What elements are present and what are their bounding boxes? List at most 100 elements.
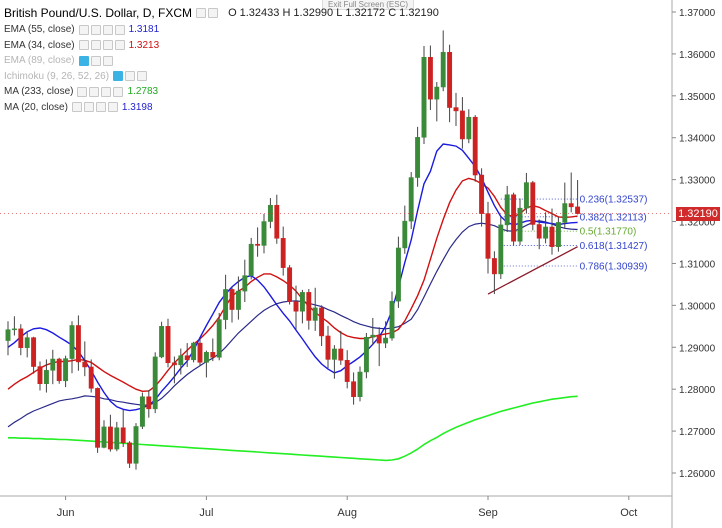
eye-off-icon[interactable] [78, 55, 89, 66]
x-tick-label: Jun [57, 507, 75, 519]
symbol-title: British Pound/U.S. Dollar, D, FXCM [4, 6, 193, 20]
price-axis-area [672, 0, 722, 528]
candle-down [127, 442, 133, 464]
candle-up [402, 220, 408, 249]
candle-down [351, 381, 357, 397]
candle-up [63, 358, 69, 382]
delete-icon[interactable] [101, 86, 112, 97]
candle-up [261, 221, 267, 246]
indicator-ema55[interactable]: EMA (55, close) 1.3181 [4, 22, 439, 38]
candle-up [517, 207, 523, 242]
indicator-ema34[interactable]: EMA (34, close) 1.3213 [4, 38, 439, 54]
last-price-tag: 1.32190 [676, 207, 720, 221]
indicator-ichimoku[interactable]: Ichimoku (9, 26, 52, 26) [4, 69, 439, 85]
fib-level-label: 0.5(1.31770) [580, 227, 637, 238]
symbol-header: British Pound/U.S. Dollar, D, FXCM O 1.32… [4, 4, 439, 22]
indicator-ma233[interactable]: MA (233, close) 1.2783 [4, 84, 439, 100]
x-tick-label: Jul [199, 507, 213, 519]
indicator-value: 1.2783 [127, 86, 159, 98]
more-icon[interactable] [113, 86, 124, 97]
eye-icon[interactable] [71, 102, 82, 113]
chart-legend: British Pound/U.S. Dollar, D, FXCM O 1.32… [4, 4, 439, 115]
candle-up [223, 289, 229, 320]
high-value: 1.32990 [293, 7, 334, 19]
eye-off-icon[interactable] [113, 71, 124, 82]
indicator-ema89[interactable]: EMA (89, close) [4, 53, 439, 69]
candle-down [107, 426, 113, 450]
candle-down [472, 116, 478, 176]
symbol-controls[interactable] [196, 8, 219, 18]
y-tick-label: 1.27000 [679, 427, 716, 438]
indicator-label: EMA (34, close) [4, 39, 75, 51]
y-tick-label: 1.29000 [679, 343, 716, 354]
candle-up [440, 51, 446, 88]
exit-fullscreen-button[interactable]: Exit Full Screen (ESC) [322, 0, 415, 10]
delete-icon[interactable] [102, 24, 113, 35]
candle-up [11, 328, 17, 331]
y-tick-label: 1.31000 [679, 259, 716, 270]
y-tick-label: 1.36000 [679, 50, 716, 61]
candle-down [31, 337, 37, 367]
settings-icon[interactable] [125, 71, 136, 82]
eye-icon[interactable] [196, 8, 207, 18]
close-label: C [388, 7, 397, 19]
candle-down [536, 224, 542, 239]
candle-down [549, 226, 555, 247]
candle-up [370, 334, 376, 338]
more-icon[interactable] [114, 40, 125, 51]
y-tick-label: 1.32000 [679, 218, 716, 229]
candle-up [5, 329, 11, 341]
candle-down [325, 335, 331, 360]
y-tick-label: 1.33000 [679, 176, 716, 187]
settings-icon[interactable] [90, 55, 101, 66]
candle-up [408, 177, 414, 222]
candle-down [37, 366, 43, 384]
candle-up [248, 243, 254, 276]
fib-level-label: 0.786(1.30939) [580, 262, 648, 273]
indicator-label: EMA (55, close) [4, 24, 75, 36]
eye-icon[interactable] [78, 24, 89, 35]
candle-up [235, 290, 241, 310]
y-tick-label: 1.30000 [679, 301, 716, 312]
candle-up [357, 371, 363, 397]
eye-icon[interactable] [78, 40, 89, 51]
indicator-value: 1.3198 [121, 101, 153, 113]
delete-icon[interactable] [102, 55, 113, 66]
candle-up [363, 336, 369, 373]
candle-down [171, 362, 177, 366]
candle-down [274, 204, 280, 239]
delete-icon[interactable] [102, 40, 113, 51]
settings-icon[interactable] [90, 40, 101, 51]
eye-icon[interactable] [77, 86, 88, 97]
settings-icon[interactable] [208, 8, 219, 18]
candle-up [242, 275, 248, 292]
candle-down [479, 174, 485, 214]
candle-down [280, 238, 286, 268]
delete-icon[interactable] [137, 71, 148, 82]
candle-down [88, 366, 94, 389]
candle-up [523, 182, 529, 209]
candle-down [459, 110, 465, 140]
settings-icon[interactable] [89, 86, 100, 97]
indicator-ma20[interactable]: MA (20, close) 1.3198 [4, 100, 439, 116]
y-tick-label: 1.35000 [679, 92, 716, 103]
candle-down [319, 307, 325, 337]
candle-up [543, 226, 549, 239]
candle-up [50, 358, 56, 371]
candle-down [344, 360, 350, 382]
y-tick-label: 1.26000 [679, 469, 716, 480]
settings-icon[interactable] [83, 102, 94, 113]
candle-down [427, 57, 433, 100]
settings-icon[interactable] [90, 24, 101, 35]
indicator-label: MA (233, close) [4, 86, 74, 98]
more-icon[interactable] [107, 102, 118, 113]
indicator-value: 1.3213 [128, 39, 160, 51]
delete-icon[interactable] [95, 102, 106, 113]
candle-down [146, 396, 152, 410]
x-tick-label: Aug [337, 507, 357, 519]
indicator-label: MA (20, close) [4, 101, 68, 113]
candle-down [376, 334, 382, 344]
candle-up [191, 342, 197, 361]
more-icon[interactable] [114, 24, 125, 35]
